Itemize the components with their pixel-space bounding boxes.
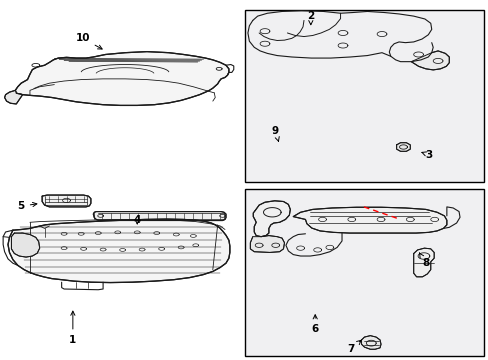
Bar: [245, 189, 484, 356]
Polygon shape: [410, 51, 448, 70]
Text: 3: 3: [421, 150, 431, 160]
Text: 8: 8: [419, 253, 428, 268]
Polygon shape: [11, 233, 40, 257]
Text: 1: 1: [69, 311, 76, 345]
Polygon shape: [93, 212, 225, 221]
Polygon shape: [8, 219, 229, 283]
Text: 6: 6: [311, 315, 318, 334]
Text: 5: 5: [18, 201, 37, 211]
Text: 9: 9: [271, 126, 279, 141]
Text: 4: 4: [133, 215, 141, 225]
Polygon shape: [15, 51, 228, 105]
Polygon shape: [396, 143, 409, 151]
Text: 7: 7: [346, 340, 360, 354]
Polygon shape: [413, 248, 433, 277]
Polygon shape: [250, 235, 284, 252]
Text: 10: 10: [75, 33, 102, 49]
Polygon shape: [42, 195, 91, 207]
Bar: [245, 10, 484, 182]
Text: 2: 2: [306, 11, 314, 25]
Polygon shape: [4, 90, 22, 104]
Polygon shape: [361, 336, 380, 349]
Polygon shape: [293, 207, 446, 233]
Polygon shape: [253, 201, 290, 237]
